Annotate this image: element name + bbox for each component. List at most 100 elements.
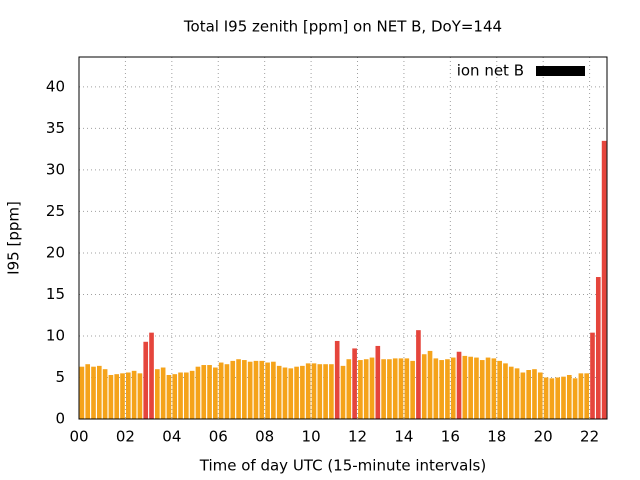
bar: [149, 332, 154, 419]
bar: [131, 370, 137, 419]
bar: [213, 367, 218, 419]
bar: [236, 359, 241, 419]
bar: [224, 364, 230, 419]
bar: [120, 373, 125, 419]
y-tick-label: 30: [46, 160, 65, 178]
bar: [526, 370, 531, 419]
bar: [421, 354, 427, 419]
x-tick-label: 08: [255, 428, 274, 446]
x-tick-label: 10: [302, 428, 321, 446]
bar: [155, 369, 160, 419]
x-tick-label: 14: [394, 428, 413, 446]
bar: [450, 357, 456, 419]
bar: [369, 357, 375, 419]
y-tick-label: 10: [46, 326, 65, 344]
y-tick-label: 25: [46, 202, 65, 220]
bar: [520, 372, 526, 419]
x-tick-label: 18: [487, 428, 506, 446]
bar: [445, 359, 450, 419]
bar: [143, 341, 149, 419]
bar: [398, 358, 404, 419]
bar: [468, 356, 473, 419]
x-tick-label: 04: [162, 428, 181, 446]
bar: [195, 366, 201, 419]
bar: [189, 370, 195, 419]
bar: [561, 376, 566, 419]
bar: [329, 364, 334, 419]
bar: [317, 364, 323, 419]
bar: [532, 369, 537, 419]
bar: [427, 350, 433, 419]
bar: [300, 365, 305, 419]
bar: [387, 359, 392, 419]
bar: [584, 373, 590, 419]
bar: [404, 358, 410, 419]
y-tick-label: 0: [55, 410, 65, 428]
bar: [184, 372, 189, 419]
bar: [456, 351, 462, 419]
x-tick-label: 12: [348, 428, 367, 446]
bar: [503, 363, 508, 419]
bar: [166, 374, 172, 419]
x-axis-label: Time of day UTC (15-minute intervals): [199, 457, 486, 475]
bar: [381, 359, 386, 419]
x-tick-label: 22: [580, 428, 599, 446]
bar: [253, 360, 259, 419]
bar: [352, 348, 357, 419]
bar: [601, 140, 607, 420]
bar: [439, 360, 444, 419]
bar: [595, 277, 601, 419]
legend-label: ion net B: [457, 62, 524, 80]
bar: [375, 345, 381, 419]
bar: [340, 365, 346, 419]
bar: [305, 363, 311, 419]
bar: [102, 369, 108, 419]
bar: [416, 330, 421, 419]
y-tick-label: 15: [46, 285, 65, 303]
bar: [497, 360, 502, 419]
bar: [178, 372, 183, 419]
bar: [334, 340, 340, 419]
bar: [265, 362, 270, 419]
bar: [363, 359, 369, 419]
bar: [125, 372, 131, 419]
bar: [555, 377, 561, 419]
bar: [358, 360, 363, 419]
bar: [137, 373, 143, 419]
bar: [114, 374, 120, 419]
bar: [294, 366, 299, 419]
bar: [323, 364, 328, 419]
y-tick-label: 35: [46, 119, 65, 137]
bar: [85, 364, 91, 419]
bar: [537, 372, 543, 419]
plot-border: [78, 56, 608, 420]
y-tick-label: 40: [46, 77, 65, 95]
y-tick-label: 20: [46, 243, 65, 261]
bar: [479, 360, 485, 419]
bar: [549, 378, 555, 419]
bar: [288, 368, 294, 419]
bar: [259, 360, 265, 419]
y-axis-label: I95 [ppm]: [5, 201, 23, 275]
bar: [108, 374, 114, 419]
bar: [410, 360, 415, 419]
bar: [346, 359, 352, 419]
bar: [91, 366, 96, 419]
bar: [276, 365, 282, 419]
bar: [543, 377, 549, 419]
bar: [207, 365, 212, 419]
legend-swatch: [536, 66, 585, 76]
bar: [247, 361, 253, 419]
x-tick-label: 20: [534, 428, 553, 446]
bar: [218, 362, 224, 419]
bar: [572, 378, 578, 419]
chart-title: Total I95 zenith [ppm] on NET B, DoY=144: [183, 18, 502, 36]
bar: [491, 358, 497, 419]
bar: [462, 355, 468, 419]
bar: [514, 368, 520, 419]
x-tick-label: 06: [209, 428, 228, 446]
bar: [230, 360, 236, 419]
bar: [201, 365, 207, 419]
bar: [474, 357, 479, 419]
